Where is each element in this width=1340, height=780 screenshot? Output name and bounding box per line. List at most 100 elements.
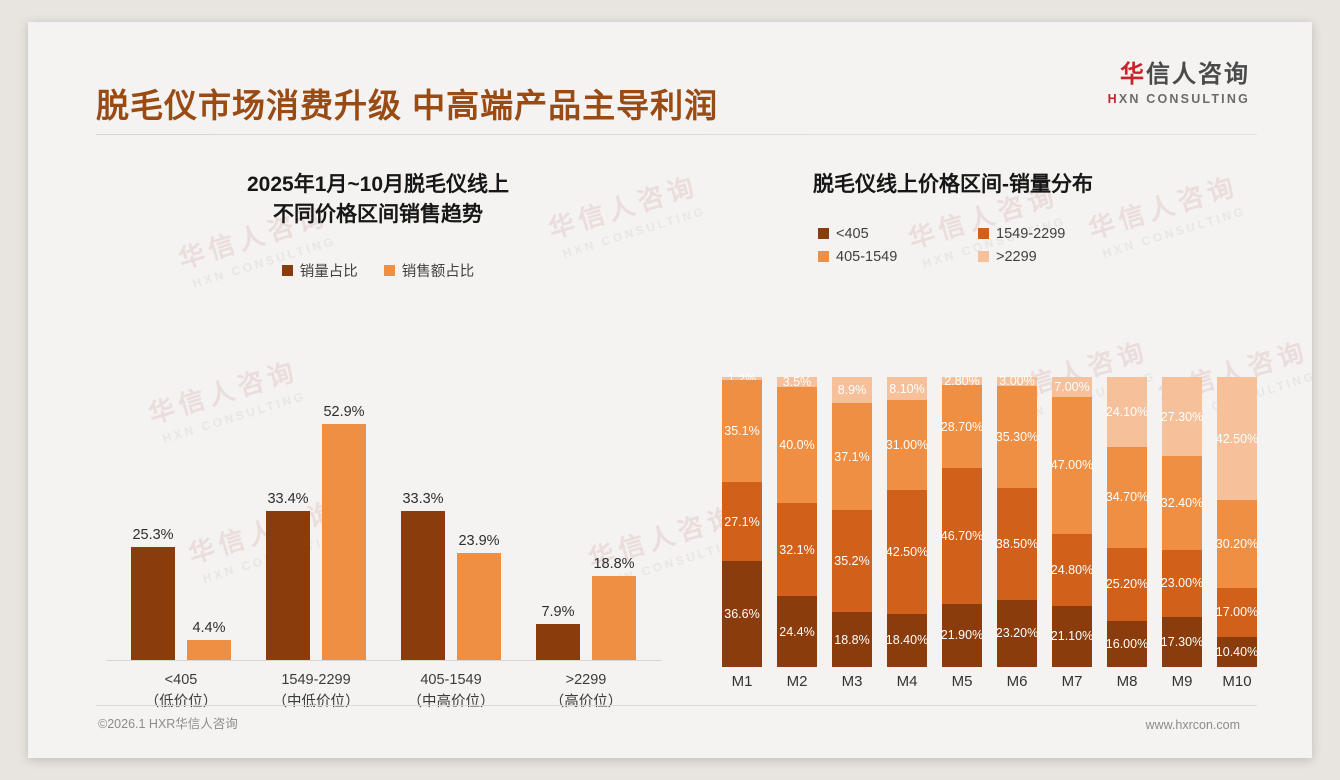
stacked-bar-column[interactable]: 24.10% 34.70% 25.20% 16.00% xyxy=(1105,377,1149,667)
segment-value-label: 8.10% xyxy=(889,381,925,396)
bar-group: 25.3% 4.4% xyxy=(116,392,246,660)
stacked-bar-segment[interactable]: 23.20% xyxy=(996,599,1038,667)
legend-item-sales-value[interactable]: 销售额占比 xyxy=(383,260,474,281)
stacked-bar-segment[interactable]: 18.8% xyxy=(832,612,872,667)
stacked-bar-segment[interactable]: 38.50% xyxy=(996,488,1038,600)
bar-sales-value[interactable] xyxy=(187,640,231,660)
bar-column[interactable]: 52.9% xyxy=(322,392,366,660)
stacked-bar-segment[interactable]: 18.40% xyxy=(886,613,928,667)
legend-swatch xyxy=(818,228,829,240)
bar-sales-value[interactable] xyxy=(592,576,636,660)
stacked-bar-segment[interactable]: 24.80% xyxy=(1050,533,1094,606)
stacked-bar-segment[interactable]: 35.2% xyxy=(832,510,872,613)
bar-column[interactable]: 7.9% xyxy=(536,392,580,660)
stacked-bar-segment[interactable]: 40.0% xyxy=(777,387,817,504)
legend-item-lt405[interactable]: <405 xyxy=(818,226,978,242)
bar-sales-value[interactable] xyxy=(457,553,501,660)
logo-cn-rest: 信人咨询 xyxy=(1146,61,1250,88)
category-label: >2299 （高价位） xyxy=(521,670,651,714)
stacked-bar-segment[interactable]: 23.00% xyxy=(1161,550,1203,617)
legend-item-405-1549[interactable]: 405-1549 xyxy=(818,249,978,265)
stacked-bar-segment[interactable]: 24.10% xyxy=(1105,377,1149,447)
stacked-bar-segment[interactable]: 8.9% xyxy=(832,377,872,403)
category-label: M6 xyxy=(1006,673,1028,690)
stacked-bar-segment[interactable]: 25.20% xyxy=(1106,547,1148,621)
stacked-bar-segment[interactable]: 32.40% xyxy=(1161,456,1203,551)
stacked-bar-segment[interactable]: 37.1% xyxy=(832,402,872,511)
stacked-bar-segment[interactable]: 42.50% xyxy=(1216,377,1258,501)
logo-chinese: 华信人咨询 xyxy=(1108,61,1250,88)
stacked-bar-segment[interactable]: 27.1% xyxy=(722,482,762,561)
stacked-bar-segment[interactable]: 46.70% xyxy=(941,468,983,604)
stacked-bar-segment[interactable]: 27.30% xyxy=(1160,377,1204,457)
stacked-bar-column[interactable]: 1.2% 35.1% 27.1% 36.6% xyxy=(722,372,762,667)
stacked-bar-segment[interactable]: 28.70% xyxy=(941,385,983,469)
stacked-bar-segment[interactable]: 42.50% xyxy=(885,490,929,614)
stacked-bar-segment[interactable]: 24.4% xyxy=(777,596,817,667)
legend-swatch xyxy=(281,264,293,276)
bar-sales-volume[interactable] xyxy=(266,511,310,660)
segment-value-label: 3.5% xyxy=(782,375,812,390)
page-title: 脱毛仪市场消费升级 中高端产品主导利润 xyxy=(96,87,719,124)
segment-value-label: 27.30% xyxy=(1160,409,1204,424)
legend-item-sales-volume[interactable]: 销量占比 xyxy=(281,260,358,281)
bar-value-label: 7.9% xyxy=(541,604,575,620)
legend-swatch xyxy=(383,264,395,276)
stacked-bar-segment[interactable]: 35.30% xyxy=(996,385,1038,489)
stacked-bar-segment[interactable]: 35.1% xyxy=(722,380,762,483)
category-label: M2 xyxy=(786,673,808,690)
right-chart-title: 脱毛仪线上价格区间-销量分布 xyxy=(813,173,1093,196)
stacked-bar-segment[interactable]: 21.10% xyxy=(1051,605,1093,667)
stacked-bar-column[interactable]: 2.80% 28.70% 46.70% 21.90% xyxy=(941,374,983,667)
stacked-bar-segment[interactable]: 16.00% xyxy=(1106,620,1148,667)
stacked-bar-segment[interactable]: 17.30% xyxy=(1161,616,1203,667)
stacked-bar-segment[interactable]: 10.40% xyxy=(1216,636,1258,667)
bar-sales-volume[interactable] xyxy=(401,511,445,660)
stacked-bar-column[interactable]: 7.00% 47.00% 24.80% 21.10% xyxy=(1050,377,1094,667)
stacked-bar-column[interactable]: 27.30% 32.40% 23.00% 17.30% xyxy=(1160,377,1204,667)
bar-column[interactable]: 18.8% xyxy=(592,392,636,660)
segment-value-label: 24.10% xyxy=(1105,404,1149,419)
stacked-bar-segment[interactable]: 17.00% xyxy=(1216,587,1258,637)
stacked-bar-segment[interactable]: 31.00% xyxy=(886,400,928,491)
left-chart-panel: 2025年1月~10月脱毛仪线上 不同价格区间销售趋势 销量占比 销售额占比 2… xyxy=(68,142,688,710)
stacked-bar-column[interactable]: 3.5% 40.0% 32.1% 24.4% xyxy=(777,375,817,667)
segment-value-label: 40.0% xyxy=(779,438,815,453)
stacked-bar-segment[interactable]: 30.20% xyxy=(1216,500,1258,588)
bar-sales-volume[interactable] xyxy=(536,624,580,660)
bar-sales-volume[interactable] xyxy=(131,547,175,660)
left-chart-legend: 销量占比 销售额占比 xyxy=(68,260,688,281)
category-label: M8 xyxy=(1116,673,1138,690)
category-label-main: <405 xyxy=(164,672,198,688)
bar-column[interactable]: 23.9% xyxy=(457,392,501,660)
stacked-bar-segment[interactable]: 34.70% xyxy=(1106,446,1148,548)
stacked-bar-segment[interactable]: 3.5% xyxy=(777,375,817,390)
stacked-bar-column[interactable]: 3.00% 35.30% 38.50% 23.20% xyxy=(996,374,1038,667)
stacked-bar-segment[interactable]: 8.10% xyxy=(887,377,927,401)
bar-column[interactable]: 33.4% xyxy=(266,392,310,660)
footer-website[interactable]: www.hxrcon.com xyxy=(1145,718,1240,732)
category-label: <405 （低价位） xyxy=(116,670,246,714)
stacked-bar-segment[interactable]: 3.00% xyxy=(997,374,1037,388)
segment-value-label: 42.50% xyxy=(885,545,929,559)
bar-value-label: 18.8% xyxy=(593,556,635,572)
legend-label: <405 xyxy=(836,225,869,242)
stacked-bar-segment[interactable]: 7.00% xyxy=(1052,377,1092,398)
stacked-bar-segment[interactable]: 32.1% xyxy=(777,503,817,597)
stacked-bar-column[interactable]: 42.50% 30.20% 17.00% 10.40% xyxy=(1216,377,1258,667)
legend-item-1549-2299[interactable]: 1549-2299 xyxy=(978,226,1138,242)
stacked-bar-segment[interactable]: 47.00% xyxy=(1051,397,1093,534)
bar-sales-value[interactable] xyxy=(322,424,366,660)
segment-value-label: 24.80% xyxy=(1050,562,1094,577)
bar-column[interactable]: 33.3% xyxy=(401,392,445,660)
stacked-bar-segment[interactable]: 21.90% xyxy=(941,603,983,667)
stacked-bar-segment[interactable]: 36.6% xyxy=(722,560,762,667)
category-label: M4 xyxy=(896,673,918,690)
bar-column[interactable]: 25.3% xyxy=(131,392,175,660)
bar-value-label: 23.9% xyxy=(458,533,500,549)
legend-item-gt2299[interactable]: >2299 xyxy=(978,249,1138,265)
stacked-bar-column[interactable]: 8.10% 31.00% 42.50% 18.40% xyxy=(885,377,929,667)
bar-column[interactable]: 4.4% xyxy=(187,392,231,660)
stacked-bar-column[interactable]: 8.9% 37.1% 35.2% 18.8% xyxy=(832,377,872,667)
stacked-bar-segment[interactable]: 2.80% xyxy=(942,374,982,388)
